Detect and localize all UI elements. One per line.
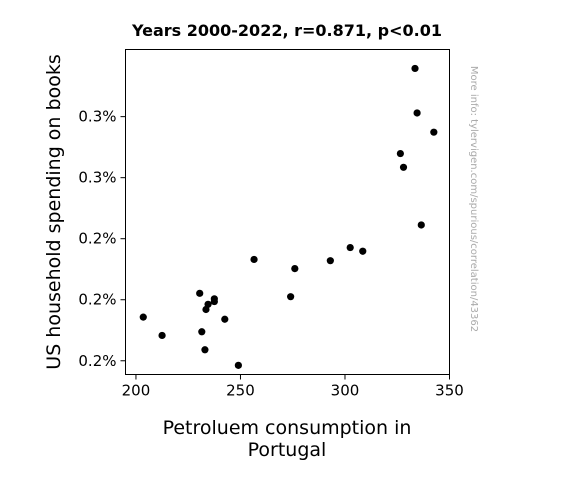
- y-tick-label: 0.3%: [78, 169, 116, 187]
- y-tick-label: 0.2%: [78, 291, 116, 309]
- data-point: [198, 328, 206, 336]
- y-tick-label: 0.2%: [78, 352, 116, 370]
- data-point: [411, 64, 419, 73]
- data-point: [210, 295, 218, 303]
- x-axis: 200 250 300 350: [122, 374, 464, 400]
- data-point: [346, 243, 354, 252]
- data-point: [139, 313, 147, 321]
- x-tick-label: 250: [226, 382, 255, 400]
- data-point: [204, 300, 212, 308]
- data-point: [287, 293, 295, 301]
- data-point: [291, 265, 299, 273]
- data-point: [234, 361, 242, 369]
- data-point: [359, 247, 367, 255]
- watermark: More info: tylervigen.com/spurious/corre…: [468, 66, 479, 332]
- data-point: [413, 109, 421, 117]
- y-tick-label: 0.3%: [78, 108, 116, 126]
- x-axis-label-line-1: Petroluem consumption in: [163, 417, 412, 439]
- y-axis-label: US household spending on books: [43, 54, 65, 369]
- data-point: [417, 221, 425, 229]
- data-point: [250, 255, 258, 264]
- data-point: [399, 163, 408, 171]
- data-point: [196, 289, 204, 297]
- data-point: [158, 331, 166, 340]
- x-tick-label: 200: [122, 382, 151, 400]
- plot-area: [125, 49, 450, 375]
- x-axis-label-line-2: Portugal: [248, 439, 327, 461]
- data-point: [326, 257, 334, 265]
- x-tick-label: 300: [331, 382, 360, 400]
- data-point: [221, 315, 229, 323]
- chart-title: Years 2000-2022, r=0.871, p<0.01: [131, 21, 442, 40]
- data-point: [396, 149, 404, 158]
- data-points: [139, 64, 438, 369]
- data-point: [430, 128, 438, 136]
- y-tick-label: 0.2%: [78, 230, 116, 248]
- x-tick-label: 350: [435, 382, 464, 400]
- y-axis: 0.2% 0.2% 0.2% 0.3% 0.3%: [78, 108, 126, 370]
- data-point: [201, 346, 209, 354]
